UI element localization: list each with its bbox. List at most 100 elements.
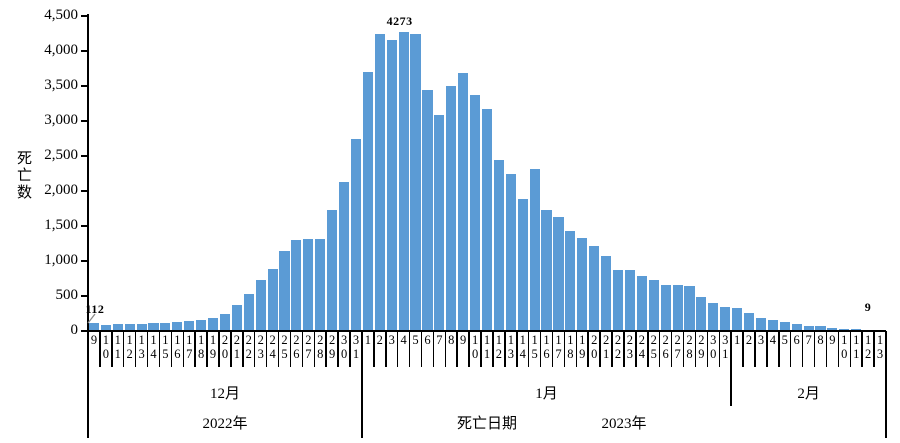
bar <box>184 320 195 331</box>
day-digit: 6 <box>793 333 800 347</box>
day-tick <box>134 331 137 367</box>
day-digit: 9 <box>90 333 98 347</box>
day-digit: 2 <box>698 333 705 347</box>
day-digit: 5 <box>281 346 288 361</box>
day-digit: 1 <box>853 346 860 361</box>
day-digit: 0 <box>710 346 717 361</box>
day-tick <box>265 331 268 367</box>
year-label: 2022年 <box>202 416 248 432</box>
day-digit: 9 <box>329 346 336 361</box>
day-tick <box>754 331 756 367</box>
day-digit: 1 <box>555 333 562 347</box>
annotation-leader-line <box>87 313 96 324</box>
day-label: 1 <box>362 333 374 361</box>
day-digit: 2 <box>245 333 252 347</box>
day-digit: 1 <box>495 333 503 347</box>
day-digit: 3 <box>722 333 729 347</box>
day-digit <box>743 348 755 362</box>
day-digit: 1 <box>543 333 550 347</box>
y-tick <box>81 260 87 262</box>
day-tick <box>194 331 196 367</box>
day-digit: 1 <box>483 333 491 347</box>
bar <box>124 324 135 331</box>
day-tick <box>468 331 470 367</box>
day-tick <box>599 331 601 367</box>
day-digit: 2 <box>126 346 133 361</box>
day-digit: 2 <box>686 333 693 347</box>
day-digit: 2 <box>293 333 300 347</box>
day-digit: 2 <box>614 333 622 347</box>
month-label: 1月 <box>535 386 558 402</box>
bar <box>303 238 314 331</box>
day-tick <box>861 331 863 367</box>
bar <box>648 280 659 331</box>
day-digit: 1 <box>186 333 193 347</box>
day-tick <box>385 331 387 367</box>
day-digit: 7 <box>805 333 812 347</box>
day-digit: 1 <box>364 333 372 347</box>
day-tick <box>873 331 875 367</box>
day-tick <box>849 331 852 367</box>
bar <box>279 250 290 331</box>
day-digit: 0 <box>471 346 479 361</box>
day-digit: 1 <box>507 333 514 347</box>
bar <box>470 95 481 331</box>
day-tick <box>111 331 113 367</box>
day-digit: 0 <box>340 346 348 361</box>
day-tick <box>301 331 304 367</box>
y-tick-label: 1,500 <box>44 217 78 233</box>
day-digit: 2 <box>221 333 229 347</box>
day-digit: 2 <box>376 333 383 347</box>
day-digit: 2 <box>591 333 598 347</box>
day-digit: 3 <box>876 346 884 361</box>
day-label: 6 <box>421 333 433 361</box>
day-label: 2 <box>743 333 755 362</box>
day-digit: 7 <box>674 346 681 361</box>
y-axis-line <box>87 14 89 438</box>
bar <box>231 305 242 331</box>
bar <box>446 86 457 331</box>
bar <box>601 256 612 331</box>
day-tick <box>730 331 732 406</box>
day-label: 7 <box>433 333 445 361</box>
day-digit: 7 <box>436 333 443 347</box>
day-digit <box>374 348 386 362</box>
bar <box>672 284 683 331</box>
day-digit: 2 <box>257 333 264 347</box>
day-tick <box>230 331 232 367</box>
day-digit: 4 <box>150 346 157 361</box>
day-label: 5 <box>779 333 791 361</box>
bar <box>196 319 207 331</box>
day-digit: 2 <box>495 346 503 361</box>
day-digit: 1 <box>150 333 157 347</box>
y-tick <box>81 330 87 332</box>
day-tick <box>813 331 816 367</box>
day-tick <box>635 331 637 367</box>
day-tick <box>158 331 161 367</box>
bar <box>481 108 493 331</box>
day-digit: 3 <box>257 346 264 361</box>
day-digit: 5 <box>412 333 419 347</box>
day-digit: 6 <box>174 346 181 361</box>
bar <box>398 31 409 331</box>
day-digit: 0 <box>841 346 848 361</box>
day-tick <box>539 331 542 367</box>
day-digit <box>767 348 779 362</box>
day-digit <box>88 348 100 362</box>
bar <box>565 230 576 331</box>
day-digit: 4 <box>519 346 526 361</box>
bar <box>577 237 588 331</box>
bar <box>743 312 755 331</box>
day-digit: 2 <box>626 333 634 347</box>
